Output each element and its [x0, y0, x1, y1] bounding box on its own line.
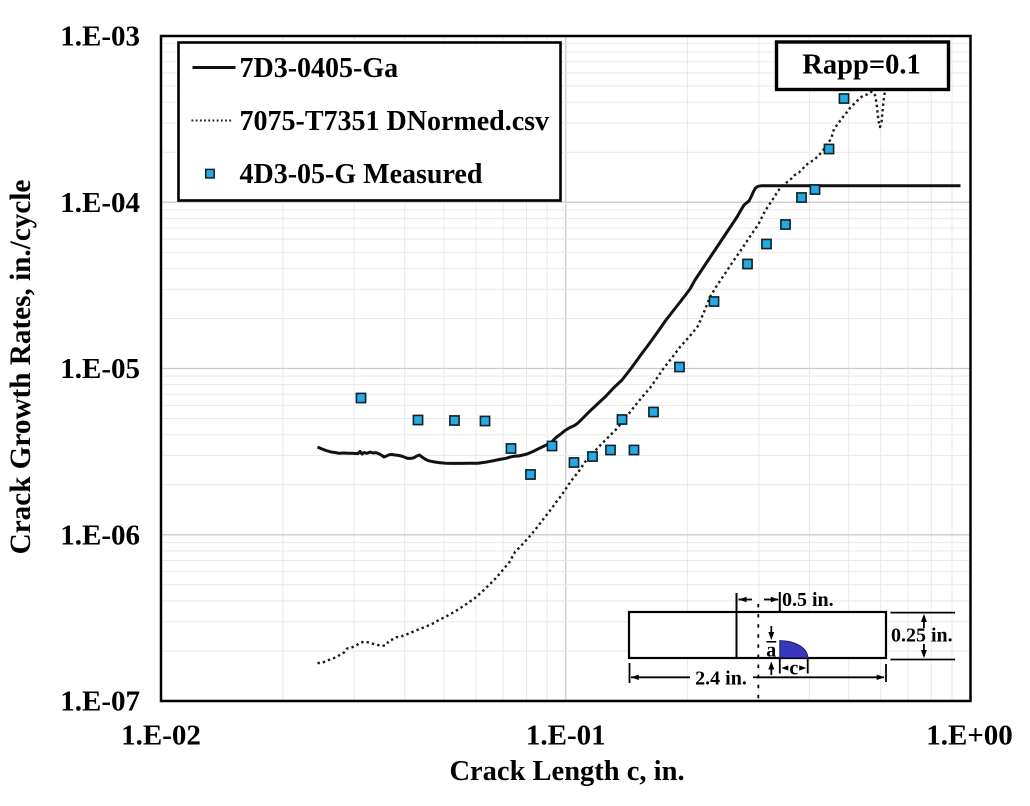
svg-text:1.E-06: 1.E-06 [60, 519, 140, 551]
svg-text:a: a [766, 640, 776, 662]
svg-text:1.E-05: 1.E-05 [60, 353, 140, 385]
svg-text:0.5 in.: 0.5 in. [782, 589, 834, 611]
svg-text:Crack Growth Rates, in./cycle: Crack Growth Rates, in./cycle [5, 180, 37, 555]
svg-text:7D3-0405-Ga: 7D3-0405-Ga [240, 53, 399, 84]
svg-text:Crack Length c, in.: Crack Length c, in. [449, 756, 684, 787]
svg-text:1.E-01: 1.E-01 [526, 720, 606, 752]
svg-text:7075-T7351 DNormed.csv: 7075-T7351 DNormed.csv [240, 106, 550, 137]
svg-text:Rapp=0.1: Rapp=0.1 [802, 50, 920, 81]
svg-text:4D3-05-G Measured: 4D3-05-G Measured [240, 159, 483, 190]
svg-text:1.E+00: 1.E+00 [926, 720, 1013, 752]
svg-text:1.E-07: 1.E-07 [60, 686, 140, 718]
svg-text:c: c [789, 658, 798, 680]
svg-text:1.E-03: 1.E-03 [60, 21, 140, 53]
svg-text:0.25 in.: 0.25 in. [891, 625, 953, 647]
svg-text:2.4 in.: 2.4 in. [695, 668, 747, 690]
svg-text:1.E-02: 1.E-02 [121, 720, 201, 752]
svg-text:1.E-04: 1.E-04 [60, 187, 140, 219]
